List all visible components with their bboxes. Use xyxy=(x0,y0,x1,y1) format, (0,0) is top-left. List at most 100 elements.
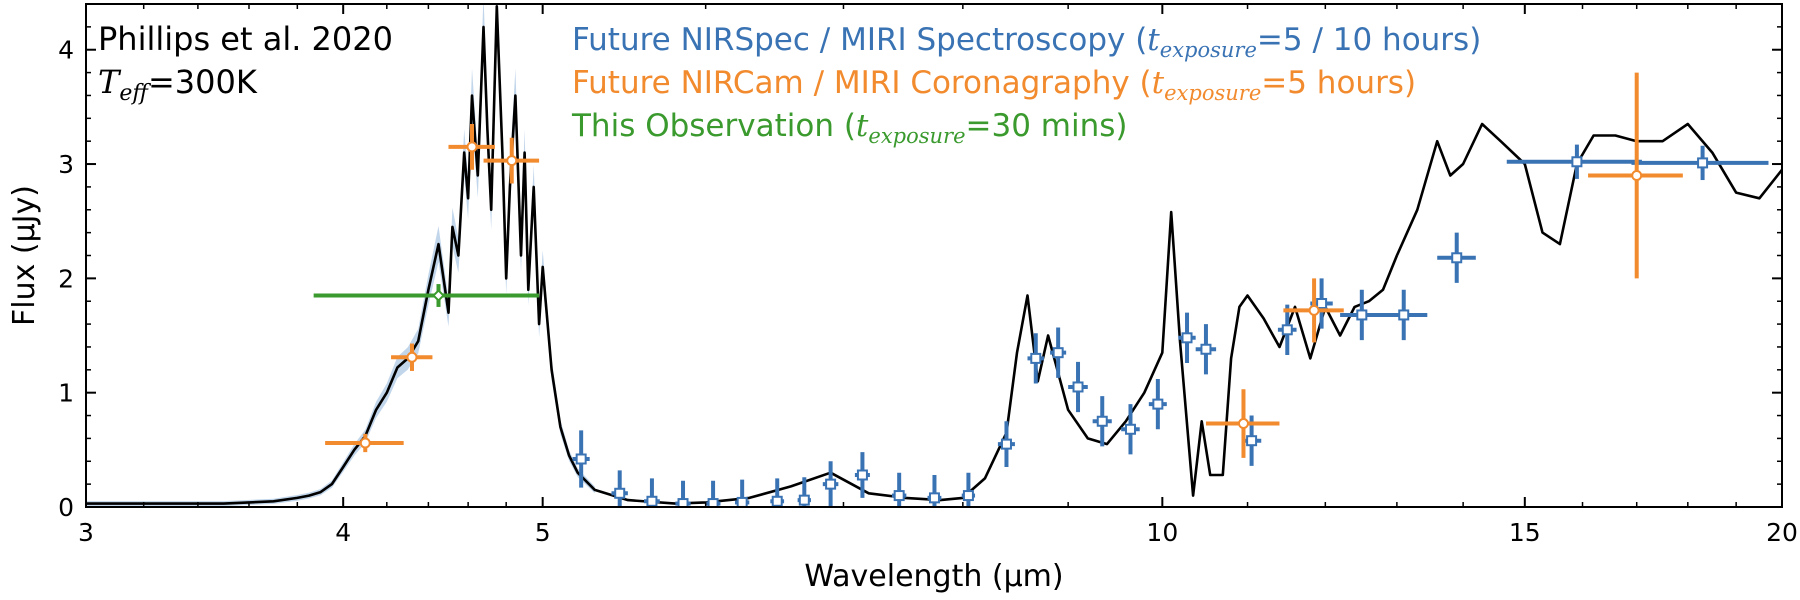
legend-prefix: Future NIRSpec / MIRI Spectroscopy ( xyxy=(572,22,1147,58)
x-tick-label: 5 xyxy=(535,518,551,547)
x-axis-title: Wavelength (μm) xyxy=(804,559,1063,594)
teff-subscript: eff xyxy=(119,81,151,106)
point-marker xyxy=(707,498,719,507)
legend-entry-coronagraphy: Future NIRCam / MIRI Coronagraphy (texpo… xyxy=(572,65,1416,105)
legend-prefix: This Observation ( xyxy=(571,108,856,144)
point-marker xyxy=(1030,352,1042,364)
teff-value: =300K xyxy=(148,63,258,101)
y-tick-label: 2 xyxy=(58,264,74,293)
data-point xyxy=(675,480,691,507)
point-marker xyxy=(736,496,748,507)
data-point xyxy=(1631,145,1769,181)
point-marker xyxy=(359,437,371,449)
data-point xyxy=(611,470,628,507)
data-point xyxy=(1178,312,1196,363)
data-point xyxy=(961,472,976,507)
data-point xyxy=(572,430,590,488)
x-tick-label: 10 xyxy=(1146,518,1178,547)
reference-annotation: Phillips et al. 2020 xyxy=(98,20,393,58)
legend-entry-this-observation: This Observation (texposure=30 mins) xyxy=(571,108,1128,148)
point-marker xyxy=(1697,157,1709,169)
point-marker xyxy=(1316,298,1328,310)
legend: Future NIRSpec / MIRI Spectroscopy (texp… xyxy=(571,22,1481,148)
point-marker xyxy=(771,495,783,507)
data-point xyxy=(448,124,495,170)
point-marker xyxy=(1356,309,1368,321)
point-marker xyxy=(1000,438,1012,450)
data-point xyxy=(1340,289,1384,341)
point-marker xyxy=(856,469,868,481)
data-point xyxy=(391,343,433,371)
legend-suffix: =30 mins) xyxy=(966,108,1128,144)
point-marker xyxy=(825,478,837,490)
y-tick-label: 0 xyxy=(58,493,74,522)
data-point xyxy=(1506,144,1642,179)
point-marker xyxy=(893,490,905,502)
point-marker xyxy=(1308,304,1320,316)
x-tick-label: 4 xyxy=(335,518,351,547)
point-marker xyxy=(1281,324,1293,336)
data-point xyxy=(1195,324,1217,375)
data-point xyxy=(1277,304,1297,355)
legend-suffix: =5 hours) xyxy=(1261,65,1416,101)
point-marker xyxy=(677,498,689,507)
point-marker xyxy=(1631,169,1643,181)
point-marker xyxy=(506,155,518,167)
data-point xyxy=(705,480,721,507)
point-marker xyxy=(962,490,974,502)
point-marker xyxy=(798,494,810,506)
point-marker xyxy=(432,289,445,302)
data-point xyxy=(770,478,785,507)
legend-t: t xyxy=(1152,65,1165,101)
legend-t: t xyxy=(1147,22,1160,58)
data-point xyxy=(325,433,404,453)
data-point xyxy=(643,478,660,507)
data-point xyxy=(1205,389,1280,458)
data-point xyxy=(1379,289,1428,341)
data-point xyxy=(483,137,540,184)
data-point xyxy=(797,477,811,507)
data-point xyxy=(1092,396,1112,447)
legend-sub: exposure xyxy=(1160,38,1257,62)
teff-symbol: T xyxy=(98,63,122,101)
legend-sub: exposure xyxy=(1164,81,1261,105)
y-tick-label: 4 xyxy=(58,36,74,65)
data-point xyxy=(1027,333,1044,384)
axes: 0 1 2 3 4 3 4 5 10 15 20 xyxy=(58,4,1798,547)
series-future-nirspec-miri-spectroscopy xyxy=(572,144,1769,507)
point-marker xyxy=(614,487,626,499)
point-marker xyxy=(1451,252,1463,264)
data-point xyxy=(1588,72,1683,279)
data-point xyxy=(1068,361,1088,413)
teff-annotation: Teff=300K xyxy=(98,63,258,106)
legend-sub: exposure xyxy=(868,124,965,148)
data-point xyxy=(1148,378,1167,430)
legend-suffix: =5 / 10 hours) xyxy=(1257,22,1481,58)
data-point xyxy=(997,421,1015,467)
x-tick-label: 3 xyxy=(78,518,94,547)
point-marker xyxy=(1152,398,1164,410)
point-marker xyxy=(1200,343,1212,355)
data-point xyxy=(1437,232,1476,283)
point-marker xyxy=(466,141,478,153)
data-point xyxy=(822,461,839,507)
data-point xyxy=(854,452,870,498)
data-point xyxy=(1050,327,1067,378)
data-point xyxy=(1121,404,1140,455)
y-tick-label: 3 xyxy=(58,150,74,179)
series-this-observation xyxy=(313,284,540,307)
point-marker xyxy=(1096,415,1108,427)
point-marker xyxy=(1072,381,1084,393)
point-marker xyxy=(1398,309,1410,321)
point-marker xyxy=(1246,435,1258,447)
y-axis-title: Flux (μJy) xyxy=(7,185,42,326)
data-point xyxy=(313,284,540,307)
y-tick-label: 1 xyxy=(58,379,74,408)
x-tick-label: 20 xyxy=(1766,518,1798,547)
legend-entry-spectroscopy: Future NIRSpec / MIRI Spectroscopy (texp… xyxy=(572,22,1481,62)
point-marker xyxy=(1052,347,1064,359)
data-point xyxy=(927,474,942,507)
point-marker xyxy=(1571,156,1583,168)
point-marker xyxy=(1181,332,1193,344)
